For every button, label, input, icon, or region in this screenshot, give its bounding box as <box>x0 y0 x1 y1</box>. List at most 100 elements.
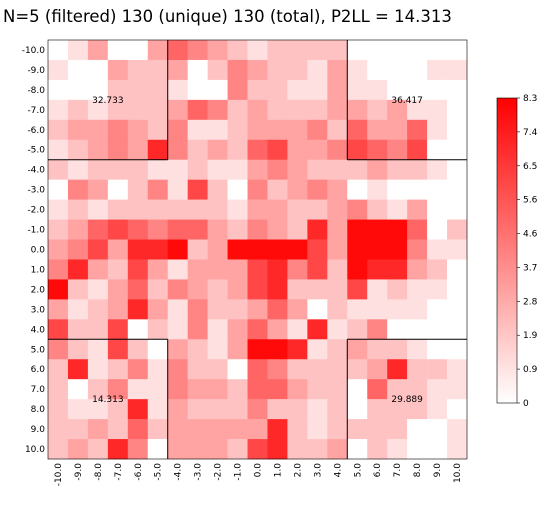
heatmap-cell--1.0--4.0 <box>167 219 188 240</box>
heatmap-cell--3.0-3.0 <box>307 179 328 200</box>
heatmap-cell-7.0--5.0 <box>147 379 169 400</box>
heatmap-cell--2.0-10.0 <box>447 199 468 220</box>
heatmap-cell--4.0--5.0 <box>147 159 169 180</box>
heatmap-cell-3.0--10.0 <box>48 299 69 320</box>
heatmap-cell--3.0-6.0 <box>367 179 388 200</box>
y-tick-label: -9.0 <box>27 66 45 76</box>
heatmap-cell-4.0-0.0 <box>247 319 268 340</box>
heatmap-cell-3.0--5.0 <box>147 299 169 320</box>
heatmap-cell--2.0-7.0 <box>387 199 408 220</box>
heatmap-cell--5.0--7.0 <box>107 139 129 161</box>
y-tick-label: 3.0 <box>31 305 46 315</box>
heatmap-cell-9.0--8.0 <box>87 419 109 440</box>
heatmap-cell--5.0-0.0 <box>247 139 268 161</box>
heatmap-cell--5.0-10.0 <box>447 139 468 161</box>
heatmap-cell-5.0--4.0 <box>167 339 188 360</box>
heatmap-cell--4.0--4.0 <box>167 159 188 180</box>
heatmap-cell-4.0--1.0 <box>227 319 248 340</box>
heatmap-cell-8.0-4.0 <box>327 399 348 420</box>
heatmap-cell-1.0-1.0 <box>267 259 288 280</box>
heatmap-cell--1.0-4.0 <box>327 219 348 240</box>
heatmap-cell--8.0-9.0 <box>427 79 448 101</box>
heatmap-cell--1.0-9.0 <box>427 219 448 240</box>
heatmap-cell--7.0-1.0 <box>267 99 288 121</box>
heatmap-cell--4.0--10.0 <box>48 159 69 180</box>
heatmap-cell-2.0-0.0 <box>247 279 268 300</box>
heatmap-cell-9.0-3.0 <box>307 419 328 440</box>
heatmap-cell--1.0--10.0 <box>48 219 69 240</box>
heatmap-cell--2.0--9.0 <box>67 199 89 220</box>
x-tick-label: 7.0 <box>393 463 403 478</box>
heatmap-cell--3.0--9.0 <box>67 179 89 200</box>
y-tick-label: -3.0 <box>27 186 45 196</box>
heatmap-cell-2.0--5.0 <box>147 279 169 300</box>
heatmap-cell--2.0-5.0 <box>347 199 368 220</box>
colorbar: 8.3 7.4 6.5 5.6 4.6 3.7 2.8 1.9 0.9 0 <box>496 94 538 409</box>
heatmap-cell-3.0-0.0 <box>247 299 268 320</box>
heatmap-cell--4.0-8.0 <box>407 159 428 180</box>
y-tick-label: 1.0 <box>31 265 46 275</box>
heatmap-cell-7.0-1.0 <box>267 379 288 400</box>
heatmap-cell--8.0-2.0 <box>287 79 308 101</box>
heatmap-cell-4.0-5.0 <box>347 319 368 340</box>
heatmap-cell--6.0-5.0 <box>347 119 368 141</box>
heatmap-cell-3.0-7.0 <box>387 299 408 320</box>
heatmap-cell-6.0-5.0 <box>347 359 368 380</box>
heatmap-cell-0.0--4.0 <box>167 239 188 260</box>
heatmap-cell-10.0-8.0 <box>407 439 428 460</box>
heatmap-cell-6.0-1.0 <box>267 359 288 380</box>
heatmap-cell--3.0--10.0 <box>48 179 69 200</box>
y-tick-label: 8.0 <box>31 405 46 415</box>
heatmap-cell-0.0--5.0 <box>147 239 169 260</box>
x-tick-label: 4.0 <box>333 463 343 478</box>
heatmap-cell-10.0-6.0 <box>367 439 388 460</box>
heatmap-cell--2.0--6.0 <box>127 199 149 220</box>
heatmap-cell-2.0--7.0 <box>107 279 129 300</box>
heatmap-cell--2.0--1.0 <box>227 199 248 220</box>
colorbar-tick-label: 6.5 <box>523 162 537 172</box>
heatmap-cell-7.0-8.0 <box>407 379 428 400</box>
heatmap-cell--3.0--5.0 <box>147 179 169 200</box>
heatmap-cell-5.0-2.0 <box>287 339 308 360</box>
heatmap-cell--5.0-2.0 <box>287 139 308 161</box>
heatmap-cell-4.0-7.0 <box>387 319 408 340</box>
heatmap-cell-4.0-9.0 <box>427 319 448 340</box>
corner-value-bottom-right: 29.889 <box>391 395 423 405</box>
heatmap-cell-8.0-7.0 <box>387 399 408 420</box>
heatmap-cell--5.0--9.0 <box>67 139 89 161</box>
heatmap-cell--3.0--6.0 <box>127 179 149 200</box>
heatmap-cell-4.0--6.0 <box>127 319 149 340</box>
heatmap-cell-2.0--3.0 <box>187 279 208 300</box>
heatmap-cell-6.0--6.0 <box>127 359 149 380</box>
heatmap-cell-5.0--6.0 <box>127 339 149 360</box>
plot-frame <box>47 39 468 460</box>
heatmap-cell--3.0--3.0 <box>187 179 208 200</box>
heatmap-cell-2.0-9.0 <box>427 279 448 300</box>
heatmap-cell--8.0--10.0 <box>48 79 69 101</box>
heatmap-cell--6.0--7.0 <box>107 119 129 141</box>
heatmap-cell--1.0-10.0 <box>447 219 468 240</box>
heatmap-cell-10.0--6.0 <box>127 439 149 460</box>
heatmap-cell--1.0-0.0 <box>247 219 268 240</box>
heatmap-cell--5.0-8.0 <box>407 139 428 161</box>
heatmap-cell--7.0-6.0 <box>367 99 388 121</box>
x-tick-label: -2.0 <box>214 463 224 481</box>
heatmap-cell--1.0--2.0 <box>207 219 228 240</box>
heatmap-cell--7.0-10.0 <box>447 99 468 121</box>
heatmap-cell--4.0-10.0 <box>447 159 468 180</box>
y-tick-label: -1.0 <box>27 226 45 236</box>
x-tick-label: -10.0 <box>54 463 64 487</box>
y-tick-label: -6.0 <box>27 126 45 136</box>
heatmap-cell--2.0-1.0 <box>267 199 288 220</box>
x-tick-label: 9.0 <box>433 463 443 478</box>
heatmap-cell-9.0-10.0 <box>447 419 468 440</box>
heatmap-cell-7.0-4.0 <box>327 379 348 400</box>
heatmap-cell--8.0--8.0 <box>87 79 109 101</box>
heatmap-cell--2.0--5.0 <box>147 199 169 220</box>
heatmap-cell--10.0--9.0 <box>67 40 89 61</box>
heatmap-cell--5.0-5.0 <box>347 139 368 161</box>
heatmap-cell--9.0--7.0 <box>107 59 129 81</box>
x-tick-label: 0.0 <box>254 463 264 478</box>
heatmap-cell-1.0-5.0 <box>347 259 368 280</box>
x-tick-label: -1.0 <box>234 463 244 481</box>
